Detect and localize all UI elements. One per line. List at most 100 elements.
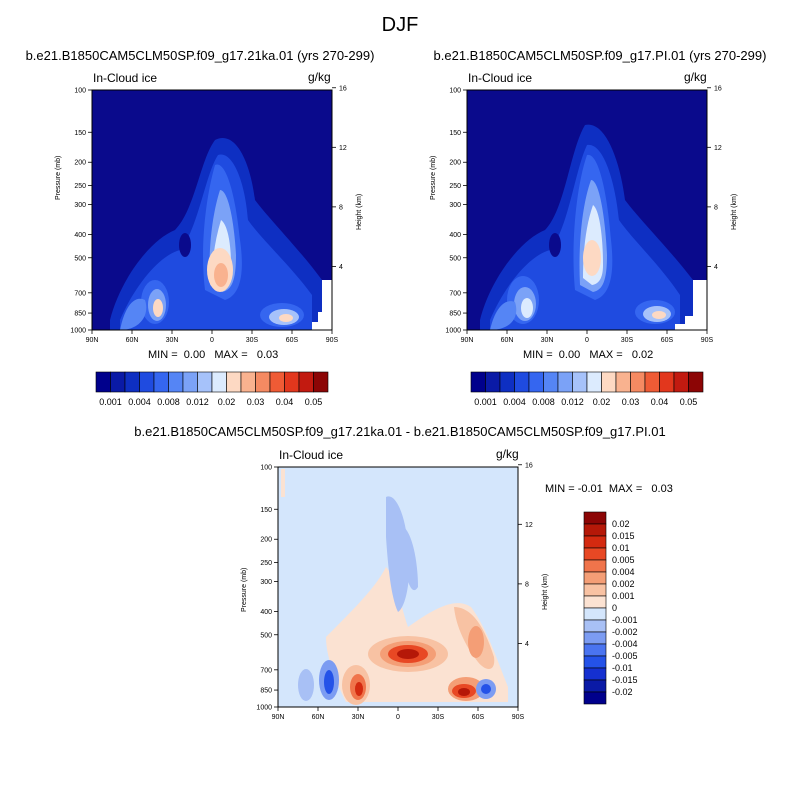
x-tick-label: 60N — [501, 337, 514, 344]
colorbar-swatch — [485, 371, 501, 393]
x-tick-label: 30S — [432, 714, 445, 721]
colorbar-label: 0.004 — [612, 567, 635, 577]
y-tick-label: 1000 — [70, 328, 86, 335]
colorbar-swatch — [586, 371, 602, 393]
x-tick-label: 0 — [396, 714, 400, 721]
y2-tick-label: 8 — [714, 204, 718, 211]
colorbar-label: 0.005 — [612, 555, 635, 565]
y2-tick-label: 16 — [714, 85, 722, 92]
colorbar-label: 0.004 — [128, 397, 151, 407]
units-label-ctrl: g/kg — [308, 70, 331, 84]
x-tick-label: 30N — [541, 337, 554, 344]
y-tick-label: 700 — [449, 290, 461, 297]
variable-label-pi: In-Cloud ice — [468, 71, 533, 85]
x-tick-label: 90S — [326, 337, 339, 344]
colorbar-swatch — [583, 655, 607, 669]
colorbar-label: 0 — [612, 603, 617, 613]
panel-plot-ctrl: 90N 60N 30N 0 30S 60S 90S 100 150 200 250 300 400 500… — [70, 85, 346, 344]
max-value-diff: 0.03 — [651, 483, 673, 495]
x-tick-label: 30N — [166, 337, 179, 344]
colorbar-label: 0.001 — [99, 397, 122, 407]
colorbar-swatch — [583, 607, 607, 621]
colorbar-swatch — [182, 371, 198, 393]
colorbar-label: 0.05 — [680, 397, 698, 407]
colorbar-label: 0.02 — [612, 519, 630, 529]
y-tick-label: 100 — [449, 88, 461, 95]
y-tick-label: 200 — [74, 160, 86, 167]
contour-field-pi — [467, 90, 707, 330]
y-tick-label: 400 — [449, 232, 461, 239]
colorbar-label: 0.008 — [532, 397, 555, 407]
variable-label-ctrl: In-Cloud ice — [93, 71, 158, 85]
colorbar-label: -0.001 — [612, 615, 638, 625]
y-tick-label: 100 — [74, 88, 86, 95]
axes-ctrl: 90N 60N 30N 0 30S 60S 90S 100 150 200 250 300 400 500… — [70, 85, 346, 344]
y-tick-label: 150 — [260, 507, 272, 514]
colorbar-swatch — [557, 371, 573, 393]
y2-axis-title-diff: Height (km) — [542, 573, 549, 610]
colorbar-swatch — [583, 619, 607, 633]
colorbar-cells-diff — [583, 511, 607, 705]
minmax-ctrl: MIN = 0.00 MAX = 0.03 — [148, 349, 278, 361]
colorbar-label: 0.001 — [612, 591, 635, 601]
colorbar-swatch — [298, 371, 314, 393]
colorbar-label: -0.002 — [612, 627, 638, 637]
max-label-diff: MAX = — [608, 483, 643, 495]
x-tick-label: 60N — [126, 337, 139, 344]
axes-pi: 90N 60N 30N 0 30S 60S 90S 100 150 200 250 300 400 500… — [445, 85, 721, 344]
colorbar-ctrl: 0.001 0.004 0.008 0.012 0.02 0.03 0.04 0.05 — [95, 371, 329, 407]
max-label-ctrl: MAX = — [214, 349, 248, 361]
colorbar-swatch — [153, 371, 169, 393]
run-title-ctrl: b.e21.B1850CAM5CLM50SP.f09_g17.21ka.01 (… — [25, 48, 375, 63]
max-value-pi: 0.02 — [631, 349, 654, 361]
colorbar-swatch — [659, 371, 675, 393]
x-tick-label: 0 — [210, 337, 214, 344]
y-tick-label: 1000 — [256, 705, 272, 712]
x-tick-label: 90N — [86, 337, 99, 344]
colorbar-swatch — [583, 547, 607, 561]
colorbar-label: 0.02 — [218, 397, 236, 407]
min-value-diff: -0.01 — [577, 483, 603, 495]
y-tick-label: 200 — [449, 160, 461, 167]
colorbar-swatch — [583, 631, 607, 645]
y-tick-label: 100 — [260, 465, 272, 472]
colorbar-swatch — [543, 371, 559, 393]
y-tick-label: 500 — [449, 255, 461, 262]
y-tick-label: 400 — [74, 232, 86, 239]
colorbar-swatch — [583, 667, 607, 681]
y-tick-label: 300 — [74, 202, 86, 209]
min-label-pi: MIN = — [523, 349, 553, 361]
colorbar-swatch — [528, 371, 544, 393]
colorbar-swatch — [583, 691, 607, 705]
y-axis-title-diff: Pressure (mb) — [241, 567, 248, 612]
colorbar-labels-pi: 0.001 0.004 0.008 0.012 0.02 0.03 0.04 0.05 — [474, 397, 697, 407]
y-tick-label: 850 — [260, 688, 272, 695]
y-axis-title-pi: Pressure (mb) — [430, 155, 437, 200]
run-title-diff: b.e21.B1850CAM5CLM50SP.f09_g17.21ka.01 -… — [134, 424, 666, 439]
max-label-pi: MAX = — [589, 349, 623, 361]
contour-field-ctrl — [92, 90, 332, 330]
min-label-diff: MIN = — [545, 483, 575, 495]
y2-tick-label: 8 — [525, 581, 529, 588]
y2-tick-label: 16 — [525, 462, 533, 469]
x-tick-label: 90S — [512, 714, 525, 721]
colorbar-label: -0.015 — [612, 675, 638, 685]
minmax-diff: MIN = -0.01 MAX = 0.03 — [545, 483, 673, 495]
x-tick-label: 30S — [621, 337, 634, 344]
colorbar-swatch — [240, 371, 256, 393]
colorbar-swatch — [470, 371, 486, 393]
colorbar-swatch — [499, 371, 515, 393]
colorbar-label: -0.01 — [612, 663, 633, 673]
colorbar-swatch — [572, 371, 588, 393]
y-tick-label: 150 — [74, 130, 86, 137]
colorbar-label: 0.012 — [186, 397, 209, 407]
colorbar-swatch — [211, 371, 227, 393]
y-tick-label: 250 — [74, 183, 86, 190]
colorbar-swatch — [226, 371, 242, 393]
colorbar-swatch — [124, 371, 140, 393]
variable-label-diff: In-Cloud ice — [279, 448, 344, 462]
max-value-ctrl: 0.03 — [256, 349, 279, 361]
y-axis-title-ctrl: Pressure (mb) — [55, 155, 62, 200]
colorbar-swatch — [583, 583, 607, 597]
colorbar-swatch — [630, 371, 646, 393]
